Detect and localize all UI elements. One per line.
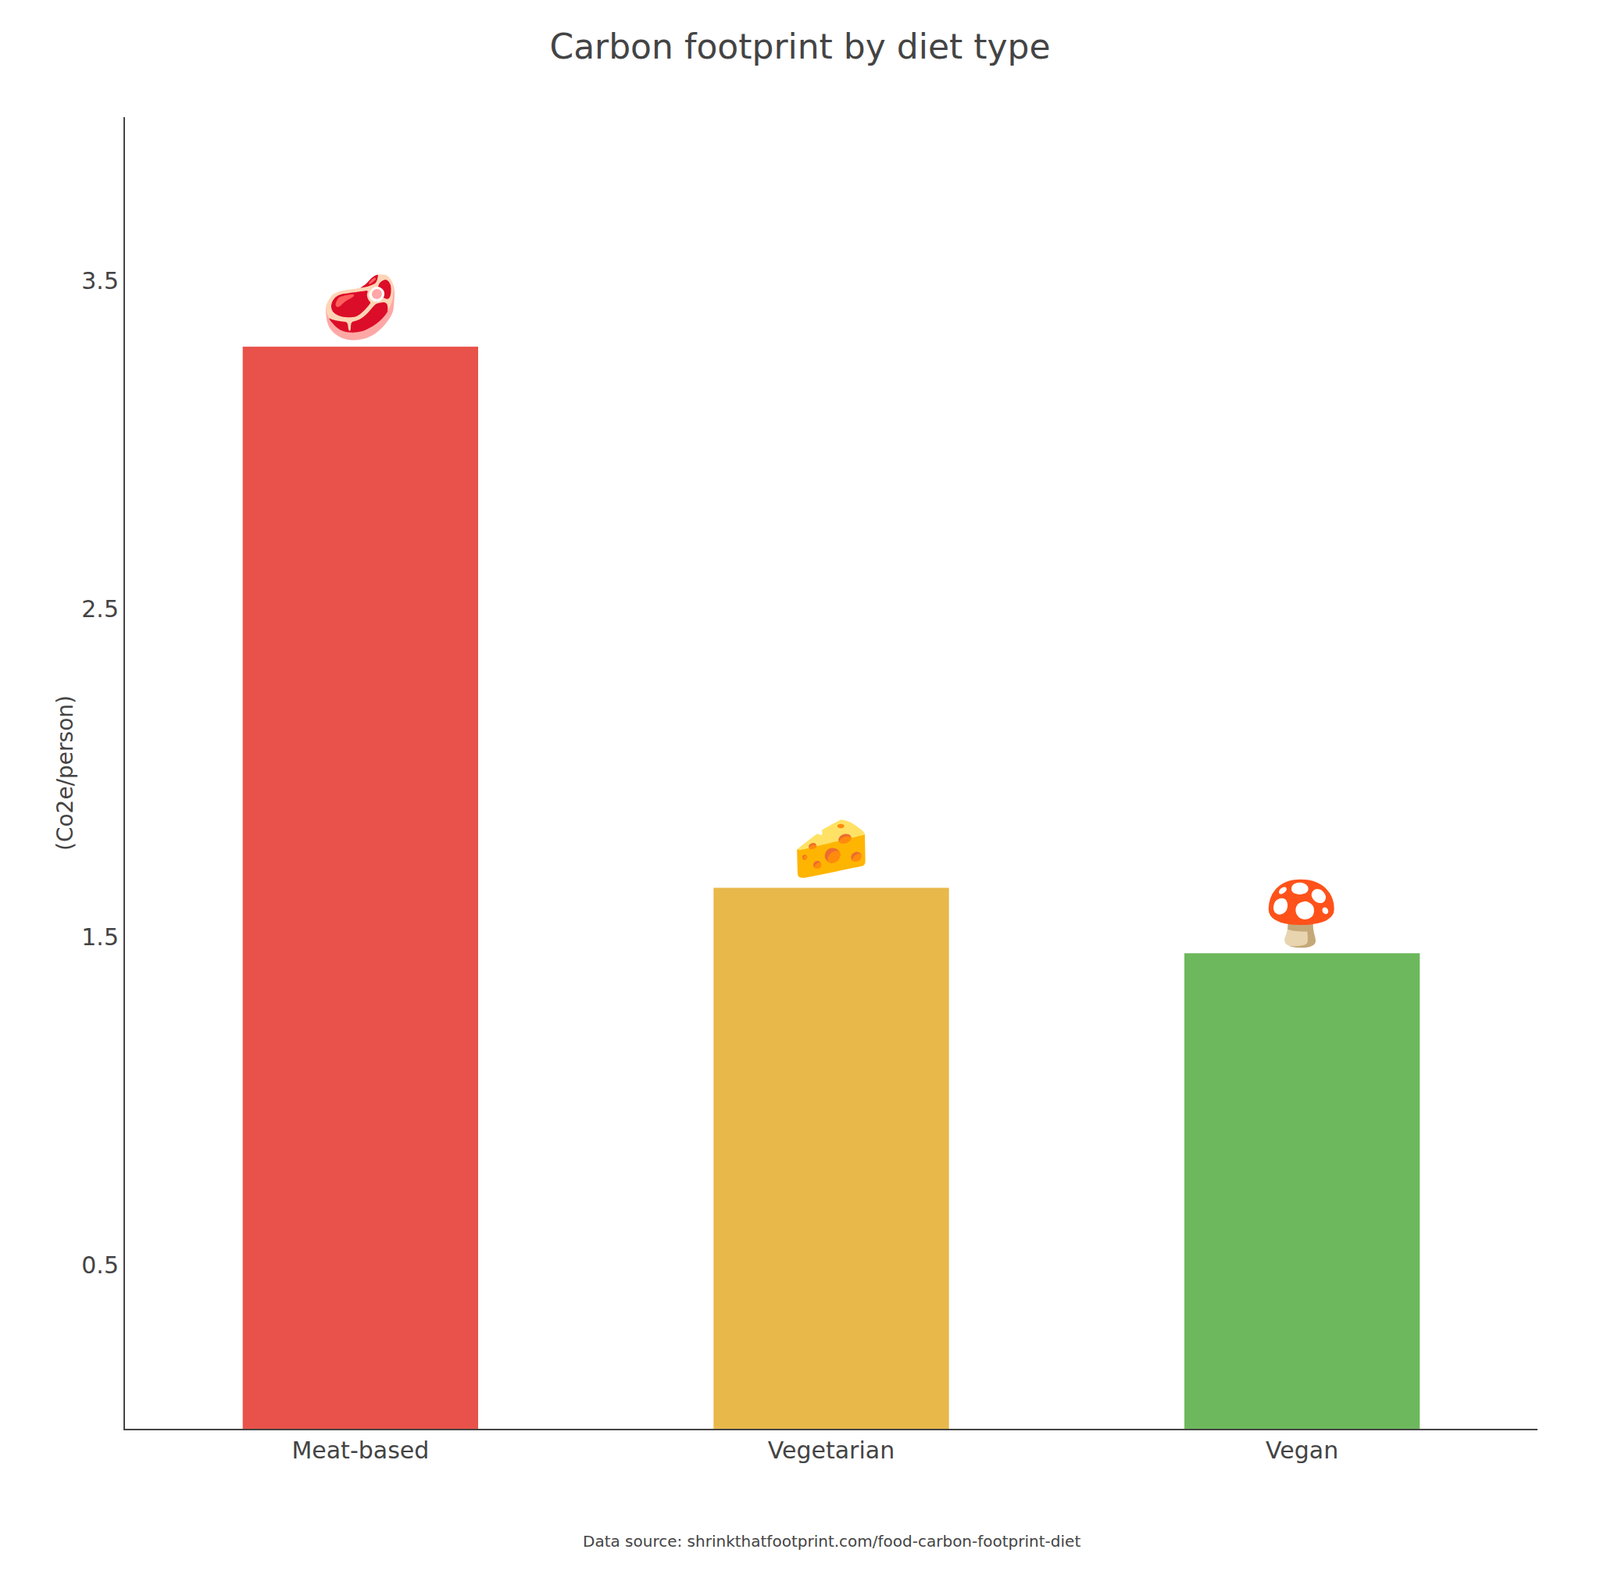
svg-text:(Co2e/person): (Co2e/person) bbox=[52, 695, 79, 851]
svg-text:Vegan: Vegan bbox=[1265, 1436, 1339, 1465]
svg-text:3.5: 3.5 bbox=[81, 267, 119, 295]
svg-text:Meat-based: Meat-based bbox=[291, 1436, 429, 1465]
svg-text:2.5: 2.5 bbox=[81, 595, 119, 623]
svg-text:Carbon footprint by diet type: Carbon footprint by diet type bbox=[549, 26, 1050, 67]
svg-text:🍄: 🍄 bbox=[1263, 877, 1342, 951]
svg-text:Data source: shrinkthatfootpri: Data source: shrinkthatfootprint.com/foo… bbox=[582, 1532, 1081, 1551]
svg-text:0.5: 0.5 bbox=[81, 1251, 119, 1279]
svg-text:1.5: 1.5 bbox=[81, 923, 119, 951]
svg-text:🧀: 🧀 bbox=[792, 811, 871, 886]
svg-text:Vegetarian: Vegetarian bbox=[767, 1436, 895, 1465]
svg-text:🥩: 🥩 bbox=[321, 271, 400, 345]
